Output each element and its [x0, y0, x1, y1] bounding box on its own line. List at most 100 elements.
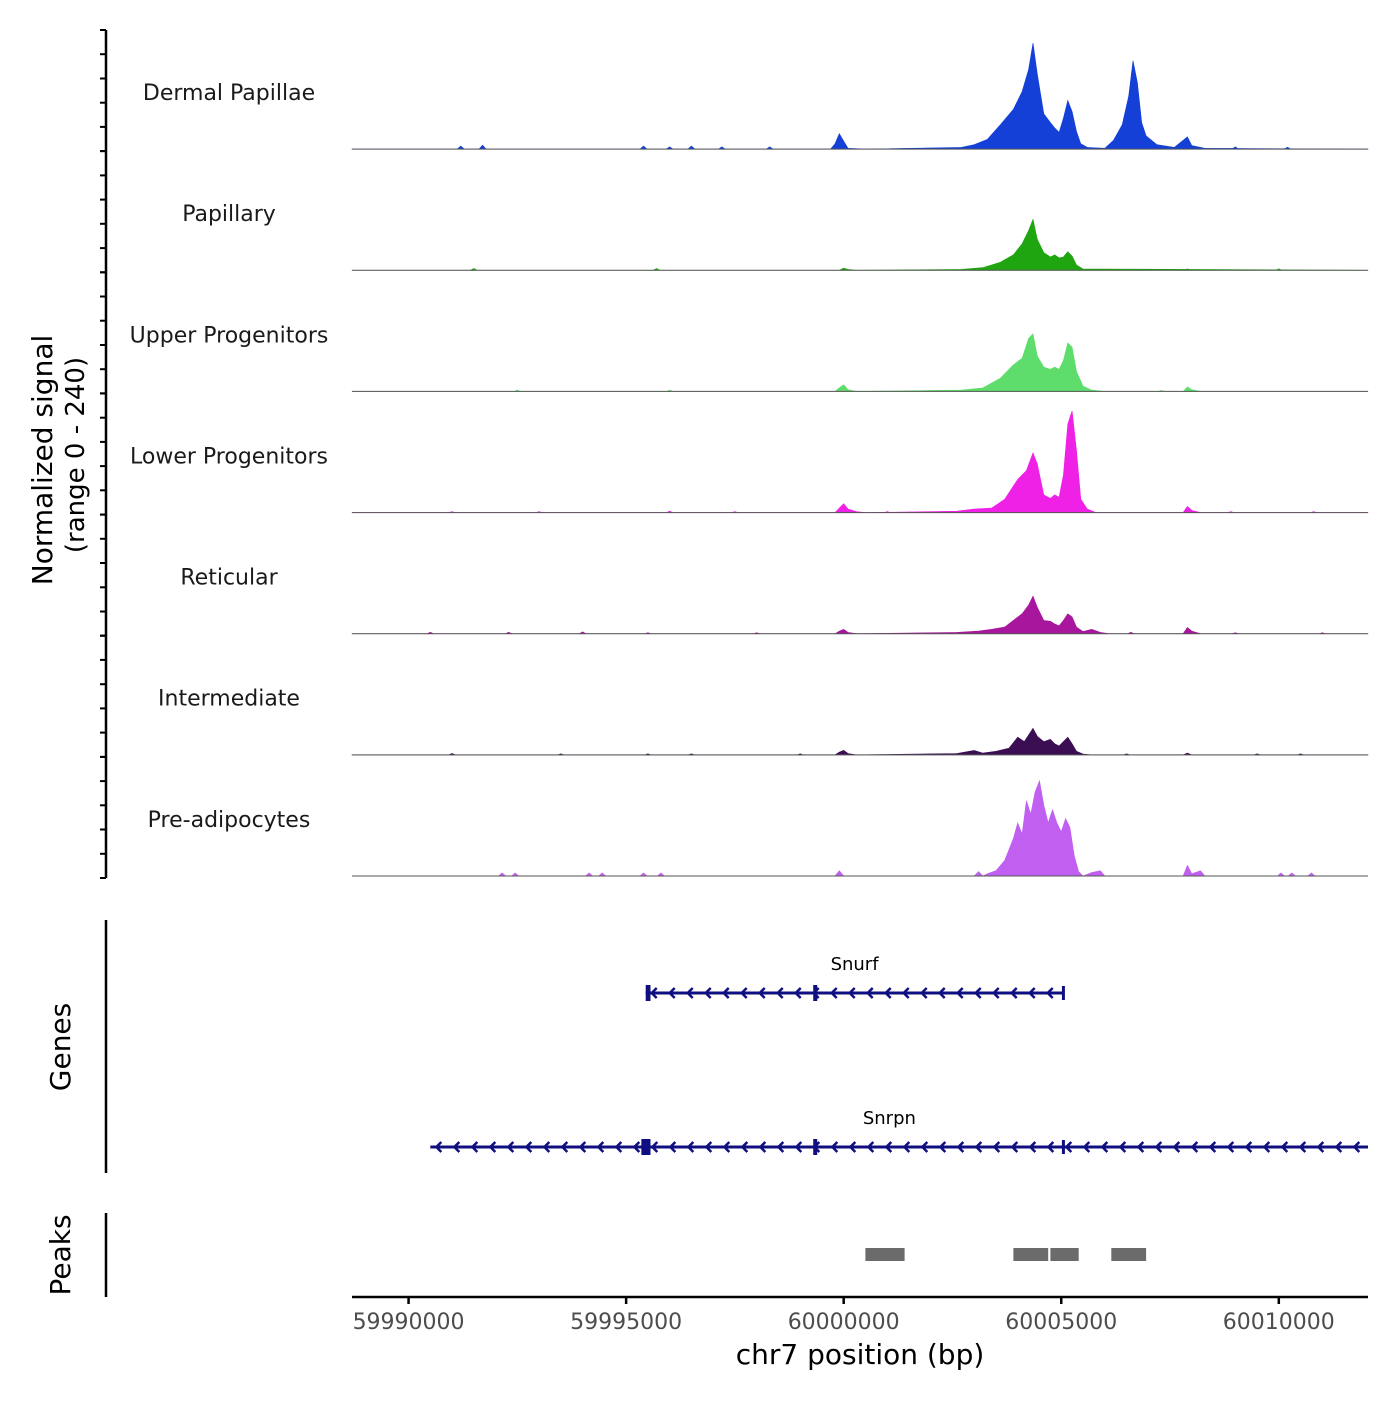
gene-chevron — [1190, 1141, 1199, 1153]
coverage-track-label: Pre-adipocytes — [148, 808, 311, 833]
coverage-area — [351, 410, 1369, 513]
gene-chevron — [919, 987, 928, 999]
gene-chevron — [776, 1141, 785, 1153]
gene-chevron — [974, 1141, 983, 1153]
gene-exon — [813, 985, 818, 1001]
gene-chevron — [667, 987, 676, 999]
x-axis: chr7 position (bp) 59990000 59995000 60000… — [352, 1295, 1368, 1371]
gene-chevron — [703, 987, 712, 999]
gene-chevron — [1352, 1141, 1361, 1153]
coverage-blip — [1287, 872, 1296, 876]
gene-exon — [641, 1139, 651, 1155]
gene-chevron — [1027, 987, 1036, 999]
coverage-track: Intermediate — [158, 687, 1369, 756]
peak-region — [1111, 1248, 1147, 1261]
x-axis-tick-label: 59995000 — [570, 1310, 682, 1335]
gene-model: Snurf — [645, 954, 1065, 1001]
gene-chevron — [848, 1141, 857, 1153]
coverage-track: Papillary — [182, 202, 1369, 271]
coverage-area — [351, 333, 1369, 392]
coverage-area — [351, 595, 1369, 635]
gene-label: Snurf — [831, 954, 880, 975]
coverage-y-label-line1: Normalized signal — [26, 335, 59, 586]
gene-chevron — [992, 1141, 1001, 1153]
coverage-track: Reticular — [180, 566, 1369, 635]
peaks-y-label: Peaks — [44, 1214, 77, 1295]
coverage-blip — [1231, 146, 1240, 150]
gene-chevron — [740, 1141, 749, 1153]
gene-chevron — [686, 1141, 695, 1153]
gene-chevron — [1064, 1141, 1073, 1153]
coverage-track: Upper Progenitors — [130, 323, 1369, 392]
gene-chevron — [1280, 1141, 1289, 1153]
gene-chevron — [757, 987, 766, 999]
gene-chevron — [794, 1141, 803, 1153]
gene-chevron — [685, 987, 694, 999]
gene-chevron — [739, 987, 748, 999]
gene-chevron — [596, 1141, 605, 1153]
gene-chevron — [937, 987, 946, 999]
coverage-blip — [765, 146, 774, 150]
gene-chevron — [632, 1141, 641, 1153]
gene-chevron — [650, 1141, 659, 1153]
gene-chevron — [1298, 1141, 1307, 1153]
gene-chevron — [865, 987, 874, 999]
gene-chevron — [1100, 1141, 1109, 1153]
coverage-blip — [639, 145, 648, 150]
gene-chevron — [1154, 1141, 1163, 1153]
gene-chevron — [920, 1141, 929, 1153]
gene-chevron — [1118, 1141, 1127, 1153]
coverage-blip — [652, 268, 661, 271]
peak-region — [1050, 1248, 1079, 1261]
coverage-track-label: Dermal Papillae — [143, 81, 315, 106]
gene-chevron — [649, 987, 658, 999]
gene-chevron — [955, 987, 964, 999]
gene-exon — [813, 1139, 818, 1155]
gene-chevron — [524, 1141, 533, 1153]
gene-chevron — [668, 1141, 677, 1153]
gene-chevron — [1244, 1141, 1253, 1153]
peak-region — [1013, 1248, 1049, 1261]
gene-model: Snrpn — [430, 1108, 1368, 1155]
coverage-blip — [665, 146, 674, 150]
x-axis-label: chr7 position (bp) — [736, 1338, 985, 1371]
gene-chevron — [470, 1141, 479, 1153]
gene-chevron — [1009, 987, 1018, 999]
gene-chevron — [793, 987, 802, 999]
coverage-tracks: Dermal Papillae Papillary Upper Progenitor… — [130, 42, 1369, 877]
gene-chevron — [866, 1141, 875, 1153]
gene-chevron — [1316, 1141, 1325, 1153]
gene-chevron — [1028, 1141, 1037, 1153]
coverage-track-label: Upper Progenitors — [130, 323, 329, 348]
gene-chevron — [830, 1141, 839, 1153]
coverage-track: Dermal Papillae — [143, 42, 1369, 150]
coverage-area — [351, 218, 1369, 271]
gene-chevron — [1172, 1141, 1181, 1153]
gene-chevron — [614, 1141, 623, 1153]
genes-track: Genes Snurf Snrpn — [44, 920, 1368, 1173]
gene-chevron — [901, 987, 910, 999]
gene-chevron — [973, 987, 982, 999]
coverage-track-label: Papillary — [182, 202, 276, 227]
coverage-blip — [598, 872, 607, 876]
gene-chevron — [1045, 987, 1054, 999]
coverage-blip — [511, 872, 520, 876]
x-axis-tick-label: 60000000 — [788, 1310, 900, 1335]
gene-chevron — [902, 1141, 911, 1153]
gene-chevron — [938, 1141, 947, 1153]
gene-chevron — [1082, 1141, 1091, 1153]
gene-chevron — [542, 1141, 551, 1153]
gene-chevron — [1262, 1141, 1271, 1153]
gene-chevron — [847, 987, 856, 999]
genes-y-label: Genes — [44, 1003, 77, 1091]
coverage-area — [351, 727, 1369, 756]
peaks-track: Peaks — [44, 1213, 1147, 1297]
gene-chevron — [560, 1141, 569, 1153]
coverage-track-label: Lower Progenitors — [130, 444, 328, 469]
x-axis-tick-label: 60005000 — [1005, 1310, 1117, 1335]
coverage-blip — [478, 144, 487, 150]
gene-chevron — [884, 1141, 893, 1153]
coverage-blip — [456, 145, 465, 150]
gene-chevron — [1208, 1141, 1217, 1153]
gene-chevron — [722, 1141, 731, 1153]
